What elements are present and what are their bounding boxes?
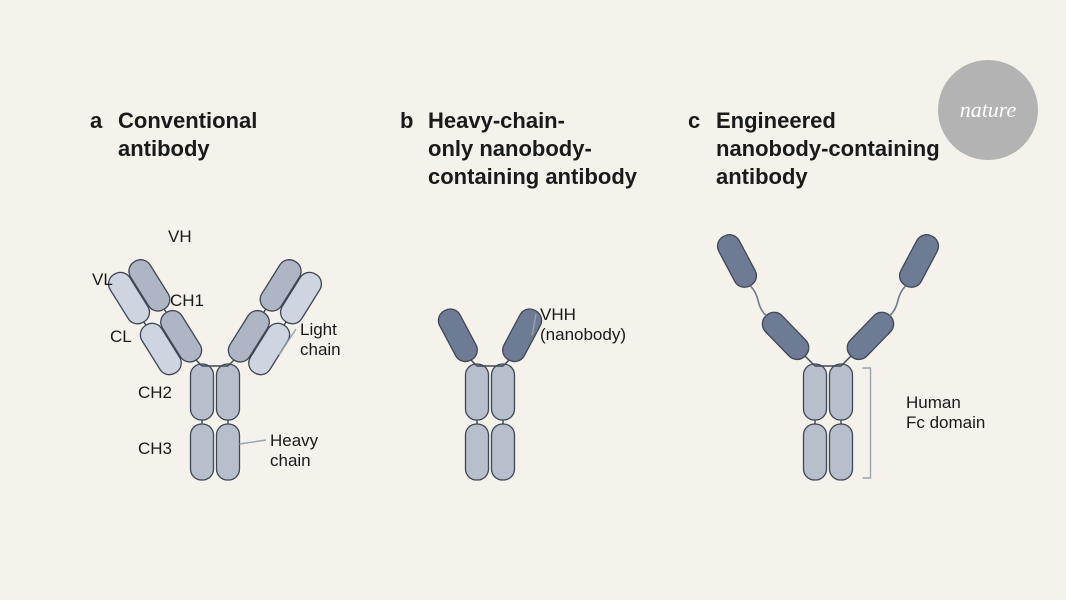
c-vhh1-R — [843, 308, 898, 364]
a-cl-vl-conn-L — [144, 322, 146, 325]
a-label-vl: VL — [92, 270, 113, 289]
panel-c-title-line-1: nanobody-containing — [716, 136, 940, 161]
a-label-vh: VH — [168, 227, 192, 246]
a-label-light-0: Light — [300, 320, 337, 339]
panel-b-title-line-0: Heavy-chain- — [428, 108, 565, 133]
figure-svg: nature a Conventional antibody b Heavy-chain-… — [0, 0, 1066, 600]
a-ch1-vh-conn-R — [264, 309, 266, 312]
c-label-fc-1: Fc domain — [906, 413, 985, 432]
panel-c-title-line-2: antibody — [716, 164, 808, 189]
b-vhh-R — [499, 305, 546, 365]
b-vhh-L — [435, 305, 482, 365]
c-fc-bracket-icon — [863, 368, 871, 478]
a-label-ch1: CH1 — [170, 291, 204, 310]
a-ch3-0 — [191, 424, 214, 480]
c-vhh2-R — [896, 231, 943, 291]
a-ch3-1 — [217, 424, 240, 480]
a-ch2-1 — [217, 364, 240, 420]
panel-b-title-line-1: only nanobody- — [428, 136, 592, 161]
c-linker-L — [750, 286, 766, 316]
c-ch2-1 — [830, 364, 853, 420]
b-label-vhh-1: (nanobody) — [540, 325, 626, 344]
b-ch2-0 — [466, 364, 489, 420]
c-label-fc-0: Human — [906, 393, 961, 412]
panel-b-letter: b — [400, 108, 413, 133]
a-label-light-1: chain — [300, 340, 341, 359]
c-ch2-0 — [804, 364, 827, 420]
b-ch3-1 — [492, 424, 515, 480]
b-label-vhh-0: VHH — [540, 305, 576, 324]
a-label-heavy-1: chain — [270, 451, 311, 470]
panel-a-title-line-1: antibody — [118, 136, 210, 161]
c-ch3-0 — [804, 424, 827, 480]
b-ch2-1 — [492, 364, 515, 420]
figure-root: nature a Conventional antibody b Heavy-chain-… — [0, 0, 1066, 600]
panel-a-letter: a — [90, 108, 103, 133]
a-label-cl: CL — [110, 327, 132, 346]
c-ch3-1 — [830, 424, 853, 480]
panel-c-title-line-0: Engineered — [716, 108, 836, 133]
c-vhh2-L — [714, 231, 761, 291]
panel-c-letter: c — [688, 108, 700, 133]
panel-a-title-line-0: Conventional — [118, 108, 257, 133]
b-ch3-0 — [466, 424, 489, 480]
a-label-heavy-0: Heavy — [270, 431, 319, 450]
a-leader-heavy — [240, 440, 267, 444]
c-vhh1-L — [758, 308, 813, 364]
logo-text: nature — [960, 97, 1017, 122]
a-cl-vl-conn-R — [284, 322, 286, 325]
a-ch2-0 — [191, 364, 214, 420]
a-label-ch3: CH3 — [138, 439, 172, 458]
c-linker-R — [890, 286, 906, 316]
a-ch1-vh-conn-L — [164, 309, 166, 312]
panel-b-title-line-2: containing antibody — [428, 164, 638, 189]
a-label-ch2: CH2 — [138, 383, 172, 402]
